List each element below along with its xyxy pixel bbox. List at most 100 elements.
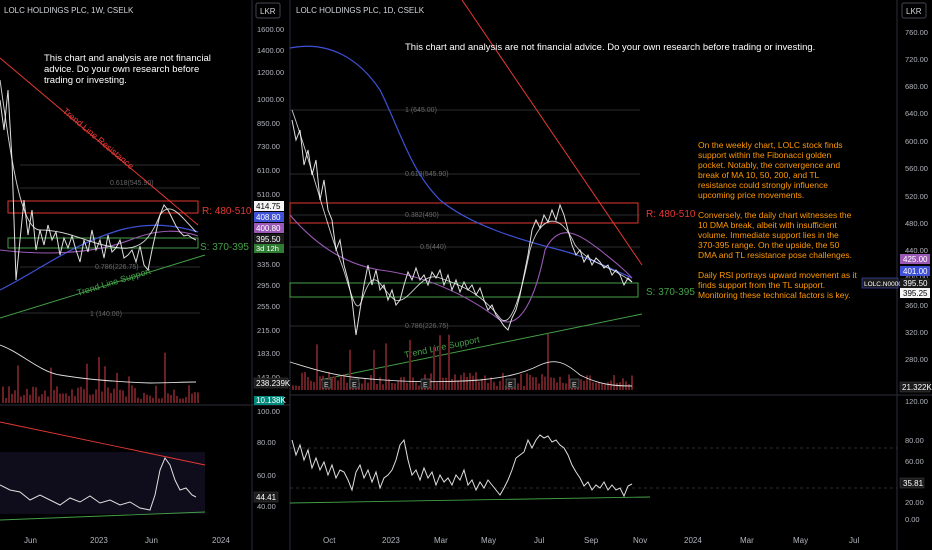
left-rsi-trend-resistance: [0, 421, 206, 466]
left-axis-tick-label: 295.00: [257, 281, 280, 290]
left-time-label: Jun: [145, 536, 158, 545]
left-disclaimer-box: This chart and analysis are not financia…: [44, 53, 211, 86]
right-resistance-label: R: 480-510: [646, 209, 696, 220]
left-volume-bar: [62, 393, 64, 403]
right-axis-tick-label: 640.00: [905, 109, 928, 118]
right-volume-bar: [445, 377, 447, 390]
left-badge-countdown: [254, 244, 284, 253]
left-badge-price: [254, 201, 284, 211]
left-rsi-trend-support: [0, 511, 206, 521]
left-badge-ma50-text: 400.80: [256, 224, 281, 233]
right-axis-tick-label: 440.00: [905, 246, 928, 255]
right-axis-tick-label: 680.00: [905, 82, 928, 91]
right-axis-tick-label: 20.00: [905, 498, 924, 507]
right-axis-tick-label: 360.00: [905, 301, 928, 310]
right-symbol-badge-text: LOLC.N0000: [864, 281, 902, 288]
right-ma-10: [291, 109, 633, 321]
left-volume-bar: [134, 388, 136, 403]
right-axis-tick-label: 80.00: [905, 436, 924, 445]
right-volume-bar: [520, 374, 522, 390]
right-volume-bar: [316, 344, 318, 390]
right-volume-bars: [292, 333, 633, 390]
right-badge-rsi-text: 35.81: [903, 479, 924, 488]
right-volume-bar: [526, 373, 528, 390]
right-volume-bar: [598, 382, 600, 390]
right-time-label: 2023: [382, 536, 400, 545]
left-badge-ma50: [254, 223, 284, 233]
left-volume-bar: [122, 390, 124, 403]
left-badge-ma200: [254, 212, 284, 222]
right-volume-bar: [295, 385, 297, 390]
right-volume-bar: [631, 375, 633, 390]
left-badge-volume: [254, 396, 284, 405]
left-volume-bar: [149, 395, 151, 403]
left-badge-ma200-text: 408.80: [256, 213, 281, 222]
right-time-label: May: [793, 536, 808, 545]
left-volume-bar: [32, 386, 34, 403]
right-volume-bar: [553, 377, 555, 390]
right-time-label: Oct: [323, 536, 336, 545]
left-volume-bar: [158, 398, 160, 403]
right-volume-bar: [532, 376, 534, 390]
left-ma-50: [0, 230, 199, 254]
left-axis-tick-label: 1000.00: [257, 95, 284, 104]
right-volume-bar: [310, 380, 312, 390]
earnings-marker[interactable]: [321, 378, 332, 389]
right-volume-bar: [478, 381, 480, 390]
left-axis-tick-label: 40.00: [257, 502, 276, 511]
left-volume-bar: [185, 397, 187, 403]
left-axis-tick-label: 730.00: [257, 142, 280, 151]
left-volume-bar: [188, 385, 190, 403]
left-volume-bar: [59, 393, 61, 403]
right-volume-bar: [418, 385, 420, 390]
right-volume-bar: [415, 382, 417, 390]
right-axis-tick-label: 560.00: [905, 164, 928, 173]
left-ma-200: [0, 224, 199, 291]
left-ma-10: [0, 79, 197, 249]
analysis-paragraph: Conversely, the daily chart witnesses th…: [698, 210, 853, 260]
left-currency-label: LKR: [260, 7, 276, 16]
right-volume-bar: [376, 384, 378, 390]
right-badge-volume: [899, 381, 931, 393]
left-axis-tick-label: 60.00: [257, 471, 276, 480]
right-fib-label: 0.382(490): [405, 212, 439, 219]
right-fib-label: 0.5(440): [420, 244, 446, 251]
left-badge-close-text: 395.50: [256, 235, 281, 244]
right-volume-bar: [517, 383, 519, 390]
left-volume-bar: [125, 396, 127, 403]
right-badge-ma200-text: 401.00: [903, 267, 928, 276]
right-currency-box[interactable]: [901, 2, 927, 19]
right-fib-label: 1 (645.00): [405, 107, 437, 114]
right-disclaimer: This chart and analysis are not financia…: [405, 42, 815, 53]
right-volume-bar: [601, 383, 603, 390]
left-volume-bar: [140, 398, 142, 403]
left-volume-bar: [56, 386, 58, 403]
left-badge-rsi: [253, 491, 279, 503]
earnings-marker[interactable]: [569, 378, 580, 389]
left-volume-bar: [71, 389, 73, 403]
right-badge-rsi: [899, 477, 925, 489]
right-volume-bar: [499, 380, 501, 390]
left-volume-bar: [77, 387, 79, 403]
left-volume-bar: [17, 365, 19, 403]
right-volume-bar: [502, 372, 504, 390]
left-volume-bar: [131, 385, 133, 403]
right-volume-bar: [523, 385, 525, 390]
right-volume-bar: [346, 382, 348, 390]
right-volume-bar: [367, 382, 369, 390]
earnings-marker[interactable]: [505, 378, 516, 389]
earnings-marker-label: E: [324, 382, 329, 389]
right-volume-bar: [448, 334, 450, 390]
earnings-marker[interactable]: [349, 378, 360, 389]
right-volume-bar: [337, 380, 339, 390]
right-volume-bar: [403, 376, 405, 390]
left-currency-box[interactable]: [255, 2, 281, 19]
right-time-label: May: [481, 536, 496, 545]
right-volume-ma: [289, 361, 633, 387]
earnings-marker[interactable]: [420, 378, 431, 389]
right-trend-resistance: [461, 0, 643, 266]
right-time-label: Jul: [849, 536, 859, 545]
right-volume-bar: [373, 349, 375, 390]
right-axis-tick-label: 480.00: [905, 219, 928, 228]
